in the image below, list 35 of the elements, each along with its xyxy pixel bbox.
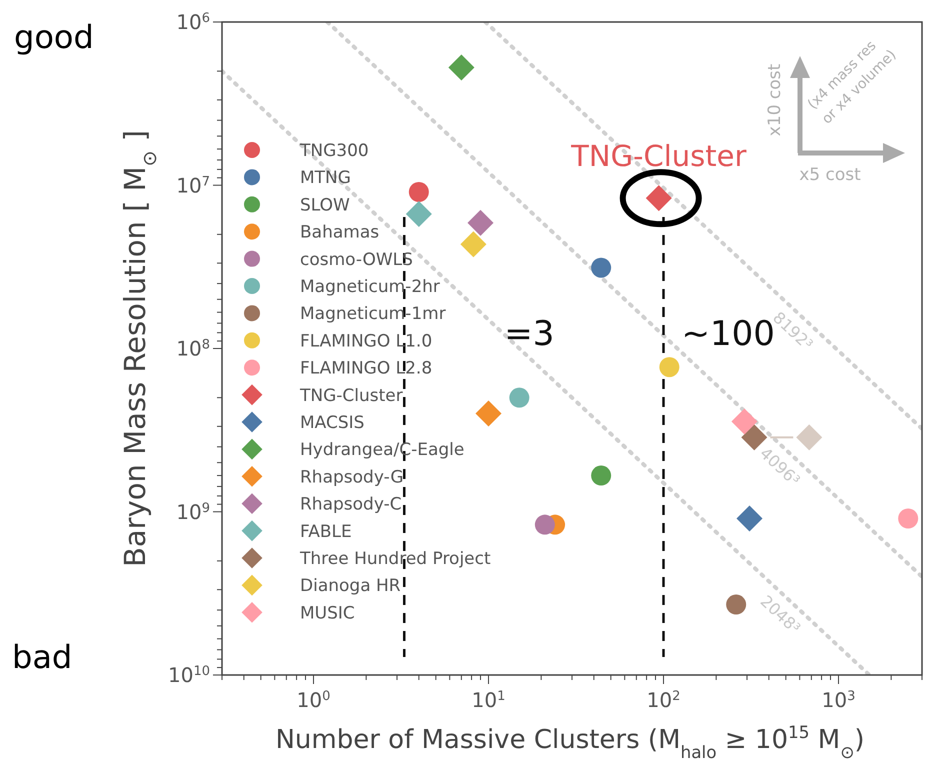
ref-line-label: =3 (504, 314, 554, 354)
legend-label: cosmo-OWLS (300, 250, 413, 270)
x-tick-label: 10$^{2}$ (646, 688, 680, 712)
legend-label: SLOW (300, 195, 350, 216)
text: good (14, 18, 94, 56)
x-tick-label: 10$^{0}$ (296, 688, 330, 712)
legend-label: MUSIC (300, 603, 355, 624)
y-tick-label: 10$^{6}$ (176, 10, 210, 34)
annotation: TNG-Cluster (570, 139, 747, 174)
legend-label: Magneticum-2hr (300, 277, 440, 297)
legend-label: FABLE (300, 522, 352, 542)
annotation: x5 cost (799, 165, 862, 185)
y-tick-label: 10$^{10}$ (168, 663, 210, 687)
legend-label: TNG300 (299, 141, 369, 161)
x-tick-label: 10$^{1}$ (472, 688, 506, 712)
legend-label: Magneticum-1mr (300, 304, 446, 324)
legend-label: Dianoga HR (300, 576, 401, 596)
x-tick-label: 10$^{3}$ (822, 688, 856, 712)
legend-label: Bahamas (300, 222, 380, 243)
ref-line-label: ~100 (682, 314, 775, 354)
legend-label: Rhapsody-C (300, 494, 402, 515)
legend-label: TNG-Cluster (299, 386, 403, 406)
legend-label: Rhapsody-G (300, 467, 404, 488)
text: bad (12, 638, 72, 676)
x-axis-title: Number of Massive Clusters (M$_{halo}$ ≥ 10$^{15}$ M$_{⊙}$) (275, 722, 865, 762)
legend-label: MTNG (300, 168, 351, 188)
legend-label: MACSIS (300, 413, 364, 433)
legend-label: Hydrangea/C-Eagle (300, 440, 464, 460)
y-tick-label: 10$^{8}$ (176, 336, 210, 360)
annotation: x10 cost (765, 63, 785, 136)
y-tick-label: 10$^{7}$ (176, 173, 210, 198)
y-tick-label: 10$^{9}$ (176, 500, 210, 524)
legend-label: FLAMINGO L1.0 (300, 331, 432, 352)
legend-label: FLAMINGO L2.8 (300, 358, 432, 379)
legend-label: Three Hundred Project (299, 549, 491, 569)
